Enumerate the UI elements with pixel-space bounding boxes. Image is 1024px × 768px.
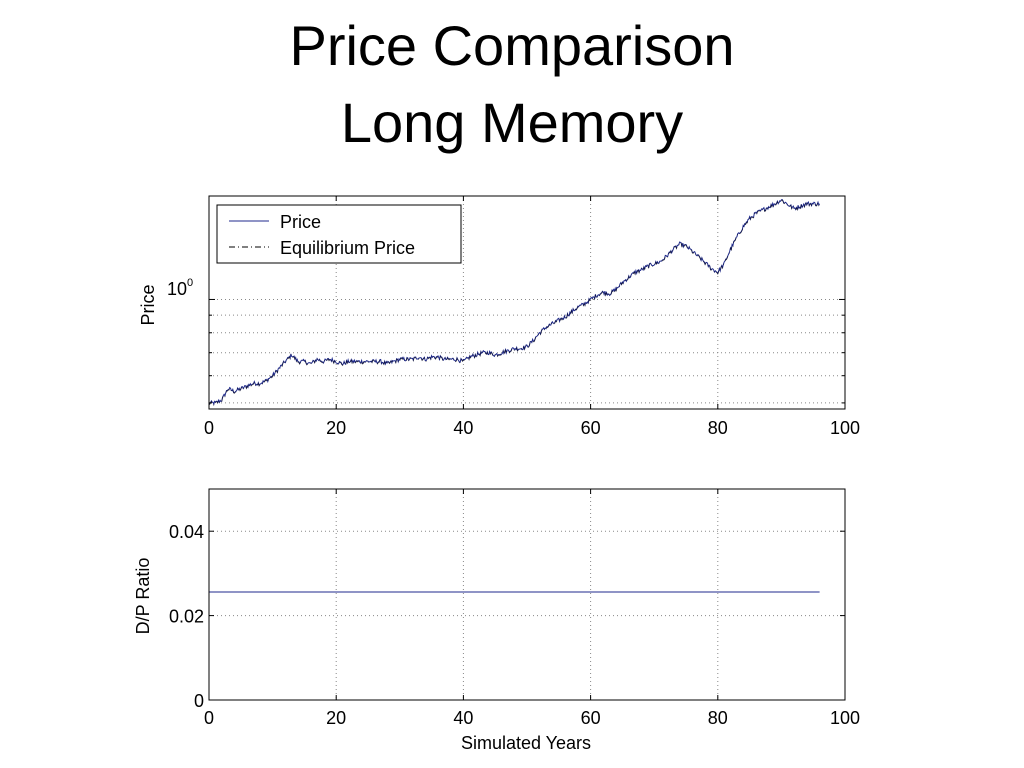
dp-x-tick-labels: 0 20 40 60 80 100 [204,708,860,728]
dp-plot-area [209,489,845,700]
price-x-tick-label: 100 [830,418,860,438]
price-x-tick-labels: 0 20 40 60 80 100 [204,418,860,438]
dp-y-tick-label: 0 [194,691,204,711]
dp-x-tick-label: 20 [326,708,346,728]
dp-x-tick-label: 40 [453,708,473,728]
dp-plot-frame [208,488,846,701]
price-x-tick-label: 60 [581,418,601,438]
dp-ratio-panel: 0 20 40 60 80 100 0 0.02 0.04 D/P Ratio Simulat… [133,488,860,753]
price-y-axis-label: Price [138,284,158,325]
price-x-tick-label: 80 [708,418,728,438]
dp-x-tick-label: 80 [708,708,728,728]
dp-y-axis-label: D/P Ratio [133,558,153,635]
price-y-tick-exponent: 0 [187,277,193,289]
dp-x-tick-label: 60 [581,708,601,728]
dp-x-tick-label: 0 [204,708,214,728]
price-series-group [208,199,821,407]
slide-title-line-2: Long Memory [340,91,684,154]
dp-y-tick-label: 0.02 [169,607,204,627]
slide-title-line-1: Price Comparison [289,14,735,77]
price-x-tick-label: 40 [453,418,473,438]
legend-label-equilibrium-price: Equilibrium Price [280,238,415,258]
price-plot-frame [208,195,846,410]
price-legend: Price Equilibrium Price [216,204,462,264]
price-y-tick-base: 10 [167,279,187,299]
price-panel: 0 20 40 60 80 100 100 Price Price Equilibrium… [138,195,860,438]
price-ticks [208,196,846,409]
price-x-tick-label: 20 [326,418,346,438]
dp-x-tick-label: 100 [830,708,860,728]
price-x-tick-label: 0 [204,418,214,438]
legend-label-price: Price [280,212,321,232]
dp-y-tick-labels: 0 0.02 0.04 [169,522,204,711]
price-y-tick-label: 100 [167,277,193,299]
legend-box [216,204,462,264]
series-equilibrium-price-line [208,199,820,407]
dp-ticks [208,489,846,701]
dp-y-tick-label: 0.04 [169,522,204,542]
dp-x-axis-label: Simulated Years [461,733,591,753]
